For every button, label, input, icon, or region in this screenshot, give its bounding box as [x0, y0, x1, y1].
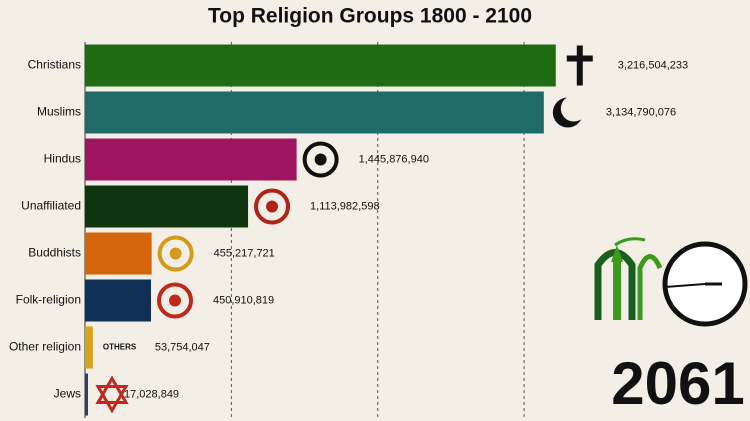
y-tick-label: Christians: [28, 58, 81, 72]
icon: [157, 235, 194, 272]
icon: [95, 375, 129, 414]
value-label: 1,113,982,598: [310, 200, 380, 212]
bar: [85, 91, 544, 134]
bar: [85, 326, 93, 369]
icon: [156, 282, 193, 319]
logo: [594, 237, 663, 320]
bar: [85, 44, 556, 87]
y-tick-label: Unaffiliated: [21, 199, 81, 213]
y-tick-label: Jews: [54, 387, 81, 401]
bar: [85, 232, 152, 275]
y-tick-label: Muslims: [37, 105, 81, 119]
year-label: 2061: [611, 350, 744, 417]
bar: [85, 185, 249, 228]
clock: [662, 241, 748, 327]
icon: [560, 95, 587, 122]
value-label: 1,445,876,940: [359, 153, 429, 165]
value-label: 3,216,504,233: [618, 59, 688, 71]
icon: [302, 141, 339, 178]
icon: [266, 200, 279, 213]
icon: [576, 45, 583, 86]
value-label: 17,028,849: [124, 388, 179, 400]
bar: [85, 373, 88, 416]
icon: [314, 153, 327, 166]
icon: [566, 55, 593, 62]
icon: [169, 247, 182, 260]
y-tick-label: Folk-religion: [16, 293, 81, 307]
value-label: 53,754,047: [155, 341, 210, 353]
chart-title: Top Religion Groups 1800 - 2100: [208, 5, 532, 28]
bar: [85, 138, 297, 181]
bar: [85, 279, 151, 322]
others-label: OTHERS: [103, 343, 137, 352]
value-label: 455,217,721: [214, 247, 275, 259]
icon: [254, 188, 291, 225]
y-tick-label: Hindus: [44, 152, 81, 166]
value-label: 450,910,819: [213, 294, 274, 306]
y-tick-label: Other religion: [9, 340, 81, 354]
y-tick-label: Buddhists: [28, 246, 81, 260]
value-label: 3,134,790,076: [606, 106, 676, 118]
icon: [168, 294, 181, 307]
